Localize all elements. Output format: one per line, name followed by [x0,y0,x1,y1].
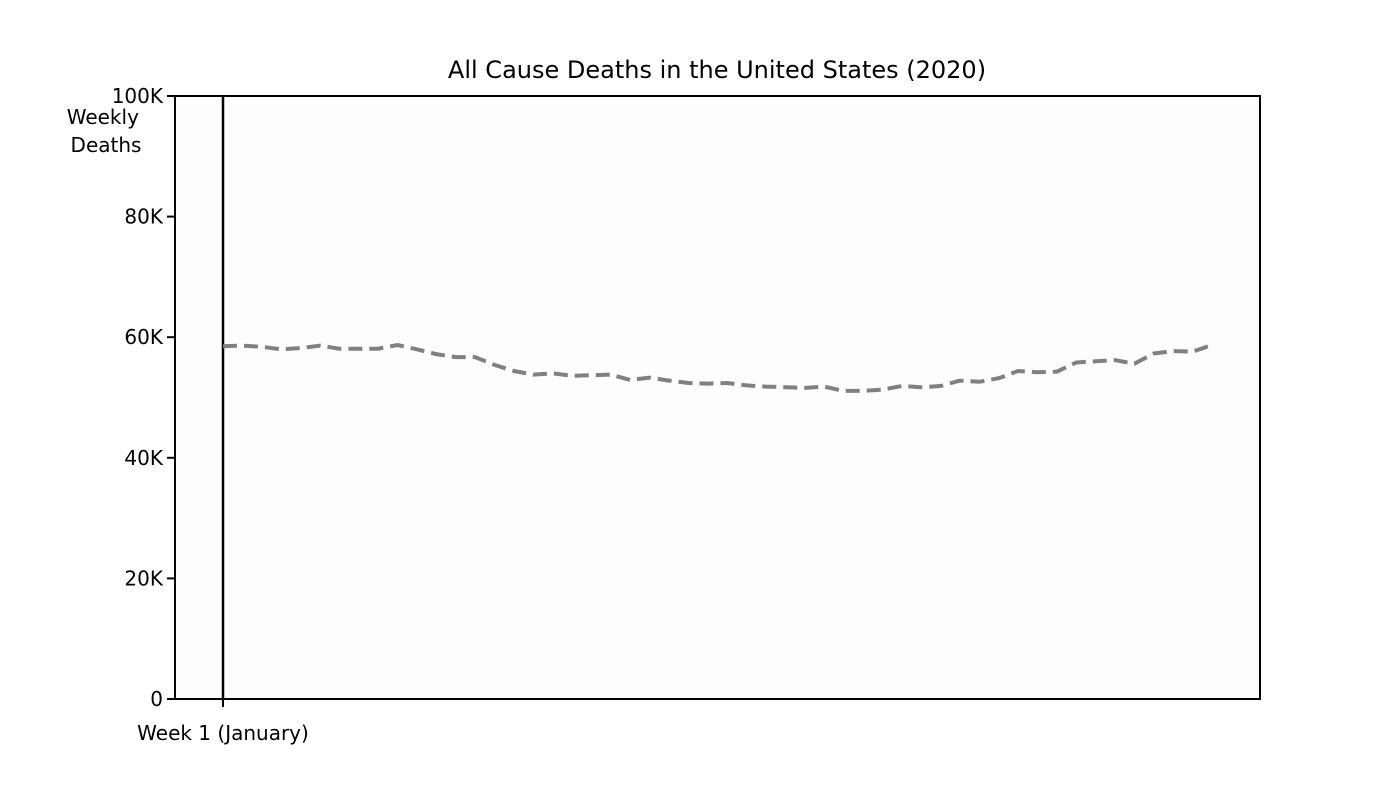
y-tick-label: 60K [124,325,163,349]
y-axis-label: Weekly Deaths [67,105,146,157]
y-axis-label-line-1: Weekly [67,105,139,129]
y-tick-label: 80K [124,205,163,229]
y-tick-label: 20K [124,566,163,590]
y-axis-label-line-2: Deaths [71,133,142,157]
x-tick-label: Week 1 (January) [137,721,309,745]
y-axis-ticks: 0 20K 40K 60K 80K 100K [112,84,175,711]
chart-title: All Cause Deaths in the United States (2… [448,56,986,84]
y-tick-label: 40K [124,446,163,470]
y-tick-label: 100K [112,84,164,108]
x-axis-ticks: Week 1 (January) [137,699,309,745]
y-tick-label: 0 [150,687,163,711]
plot-frame [174,95,1261,700]
plot-background [175,96,1260,699]
